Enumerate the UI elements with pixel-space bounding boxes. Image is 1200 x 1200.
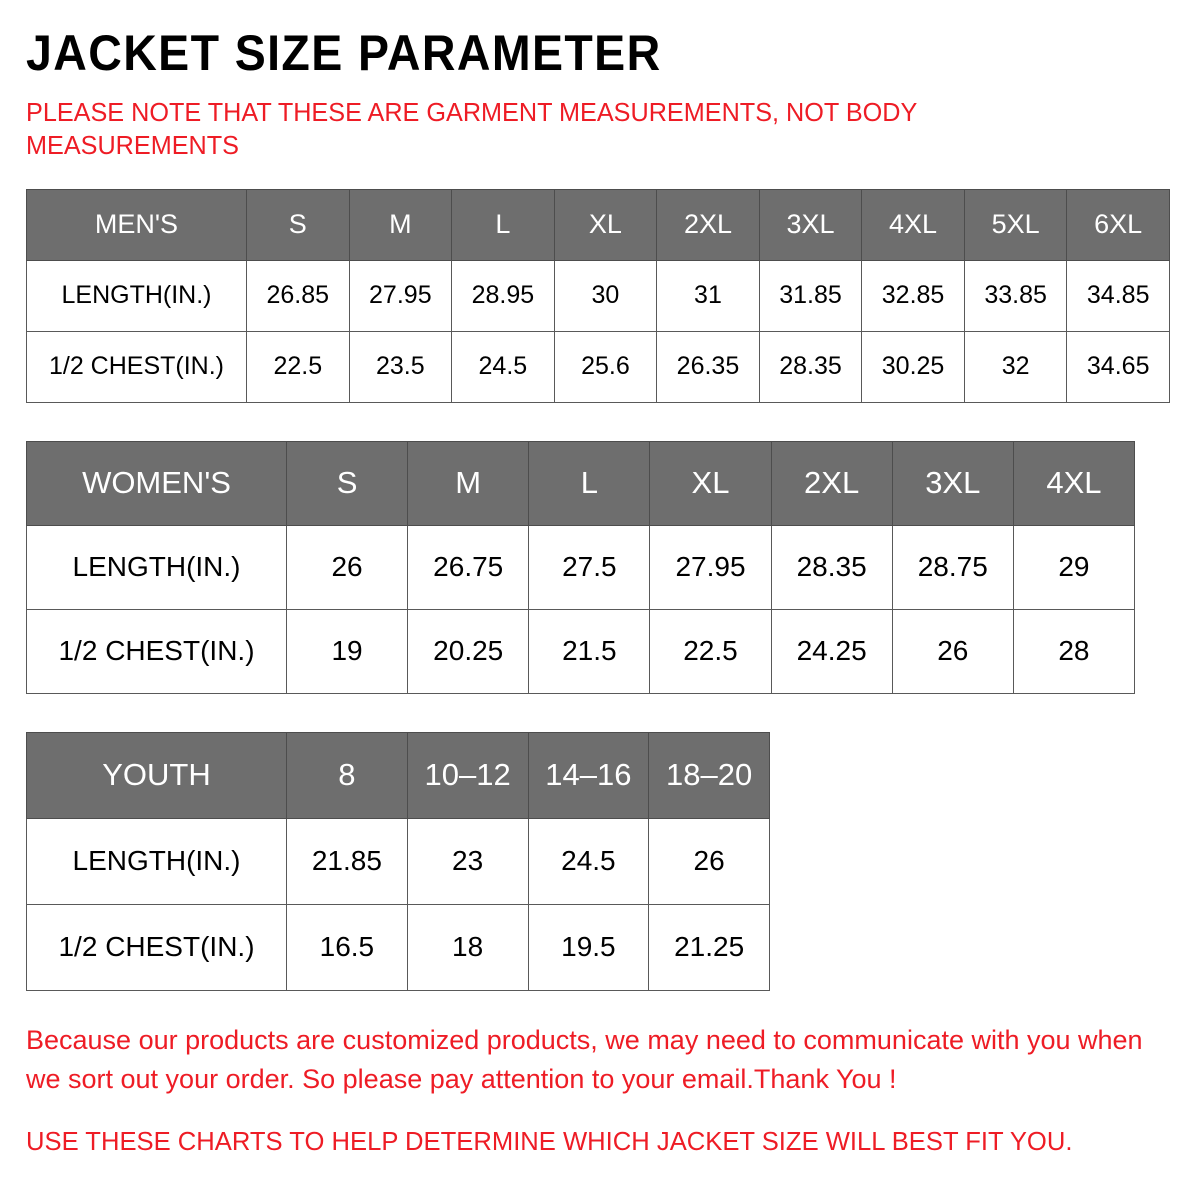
measurement-cell: 23.5 [348, 330, 453, 403]
size-header-6xl: 6XL [1066, 188, 1170, 261]
measurement-cell: 26.75 [407, 524, 530, 610]
womens-size-table: WOMEN'S S M L XL 2XL 3XL 4XL LENGTH(IN.) 26 26.75… [26, 440, 1136, 694]
size-header-l: L [528, 440, 651, 526]
mens-table-body: LENGTH(IN.) 26.85 27.95 28.95 30 31 31.85 32.85… [26, 259, 1170, 403]
measurement-label: LENGTH(IN.) [26, 524, 287, 610]
measurement-cell: 32 [963, 330, 1068, 403]
measurement-cell: 21.5 [528, 608, 651, 694]
youth-table-head: YOUTH 8 10–12 14–16 18–20 [26, 731, 770, 819]
measurement-cell: 25.6 [553, 330, 658, 403]
measurement-cell: 26 [891, 608, 1014, 694]
size-header-s: S [246, 188, 350, 261]
measurement-cell: 19.5 [527, 903, 650, 991]
measurement-cell: 26.35 [656, 330, 760, 403]
measurement-cell: 28.95 [451, 259, 555, 332]
measurement-cell: 34.85 [1066, 259, 1170, 332]
table-row: 1/2 CHEST(IN.) 22.5 23.5 24.5 25.6 26.35 28.35… [26, 330, 1170, 403]
measurement-cell: 28 [1012, 608, 1136, 694]
measurement-cell: 30.25 [861, 330, 965, 403]
measurement-cell: 27.95 [649, 524, 772, 610]
measurement-cell: 22.5 [649, 608, 772, 694]
measurement-cell: 33.85 [963, 259, 1068, 332]
youth-header-row: YOUTH 8 10–12 14–16 18–20 [26, 731, 770, 819]
size-header-2xl: 2XL [656, 188, 760, 261]
measurement-cell: 24.5 [527, 817, 650, 905]
measurement-cell: 20.25 [407, 608, 530, 694]
youth-table-title: YOUTH [26, 731, 287, 819]
measurement-cell: 24.5 [451, 330, 555, 403]
customization-note: Because our products are customized prod… [26, 1024, 1143, 1094]
mens-size-table: MEN'S S M L XL 2XL 3XL 4XL 5XL 6XL LENGTH(IN.) 26.… [26, 188, 1170, 403]
size-header-4xl: 4XL [1012, 440, 1136, 526]
size-header-m: M [348, 188, 453, 261]
measurement-cell: 27.5 [528, 524, 651, 610]
garment-measurement-note: PLEASE NOTE THAT THESE ARE GARMENT MEASU… [26, 97, 917, 161]
measurement-cell: 27.95 [348, 259, 453, 332]
table-row: LENGTH(IN.) 26 26.75 27.5 27.95 28.35 28.75 29 [26, 524, 1136, 610]
size-header-3xl: 3XL [758, 188, 863, 261]
measurement-cell: 16.5 [286, 903, 408, 991]
measurement-cell: 28.75 [891, 524, 1014, 610]
size-header-18-20: 18–20 [648, 731, 770, 819]
measurement-cell: 26 [285, 524, 409, 610]
size-header-l: L [451, 188, 555, 261]
table-row: LENGTH(IN.) 21.85 23 24.5 26 [26, 817, 770, 905]
size-header-m: M [407, 440, 530, 526]
womens-table-body: LENGTH(IN.) 26 26.75 27.5 27.95 28.35 28.75 29 1… [26, 524, 1136, 694]
table-row: 1/2 CHEST(IN.) 16.5 18 19.5 21.25 [26, 903, 770, 991]
size-header-xl: XL [649, 440, 772, 526]
mens-header-row: MEN'S S M L XL 2XL 3XL 4XL 5XL 6XL [26, 188, 1170, 261]
measurement-cell: 23 [406, 817, 529, 905]
measurement-label: 1/2 CHEST(IN.) [26, 330, 247, 403]
measurement-cell: 34.65 [1066, 330, 1170, 403]
measurement-cell: 24.25 [770, 608, 893, 694]
size-header-14-16: 14–16 [527, 731, 650, 819]
measurement-cell: 31.85 [758, 259, 863, 332]
measurement-cell: 19 [285, 608, 409, 694]
measurement-cell: 29 [1012, 524, 1136, 610]
table-row: LENGTH(IN.) 26.85 27.95 28.95 30 31 31.85 32.85… [26, 259, 1170, 332]
size-header-10-12: 10–12 [406, 731, 529, 819]
measurement-label: 1/2 CHEST(IN.) [26, 903, 287, 991]
measurement-cell: 26.85 [246, 259, 350, 332]
measurement-cell: 21.25 [648, 903, 770, 991]
measurement-cell: 21.85 [286, 817, 408, 905]
measurement-cell: 31 [656, 259, 760, 332]
womens-table-title: WOMEN'S [26, 440, 287, 526]
measurement-cell: 28.35 [770, 524, 893, 610]
size-header-s: S [285, 440, 409, 526]
measurement-label: LENGTH(IN.) [26, 817, 287, 905]
size-header-4xl: 4XL [861, 188, 965, 261]
youth-table-body: LENGTH(IN.) 21.85 23 24.5 26 1/2 CHEST(IN.) 16… [26, 817, 770, 991]
chart-usage-note: USE THESE CHARTS TO HELP DETERMINE WHICH… [26, 1125, 1073, 1156]
womens-table-head: WOMEN'S S M L XL 2XL 3XL 4XL [26, 440, 1136, 526]
womens-header-row: WOMEN'S S M L XL 2XL 3XL 4XL [26, 440, 1136, 526]
size-header-2xl: 2XL [770, 440, 893, 526]
measurement-cell: 30 [553, 259, 658, 332]
measurement-cell: 28.35 [758, 330, 863, 403]
youth-size-table: YOUTH 8 10–12 14–16 18–20 LENGTH(IN.) 21.85 23… [26, 731, 770, 991]
size-header-3xl: 3XL [891, 440, 1014, 526]
size-header-xl: XL [553, 188, 658, 261]
table-row: 1/2 CHEST(IN.) 19 20.25 21.5 22.5 24.25 26 28 [26, 608, 1136, 694]
measurement-cell: 22.5 [246, 330, 350, 403]
mens-table-title: MEN'S [26, 188, 247, 261]
size-header-8: 8 [286, 731, 408, 819]
mens-table-head: MEN'S S M L XL 2XL 3XL 4XL 5XL 6XL [26, 188, 1170, 261]
measurement-label: 1/2 CHEST(IN.) [26, 608, 287, 694]
measurement-cell: 26 [648, 817, 770, 905]
size-header-5xl: 5XL [963, 188, 1068, 261]
measurement-label: LENGTH(IN.) [26, 259, 247, 332]
measurement-cell: 32.85 [861, 259, 965, 332]
measurement-cell: 18 [406, 903, 529, 991]
page-title: JACKET SIZE PARAMETER [26, 25, 662, 81]
